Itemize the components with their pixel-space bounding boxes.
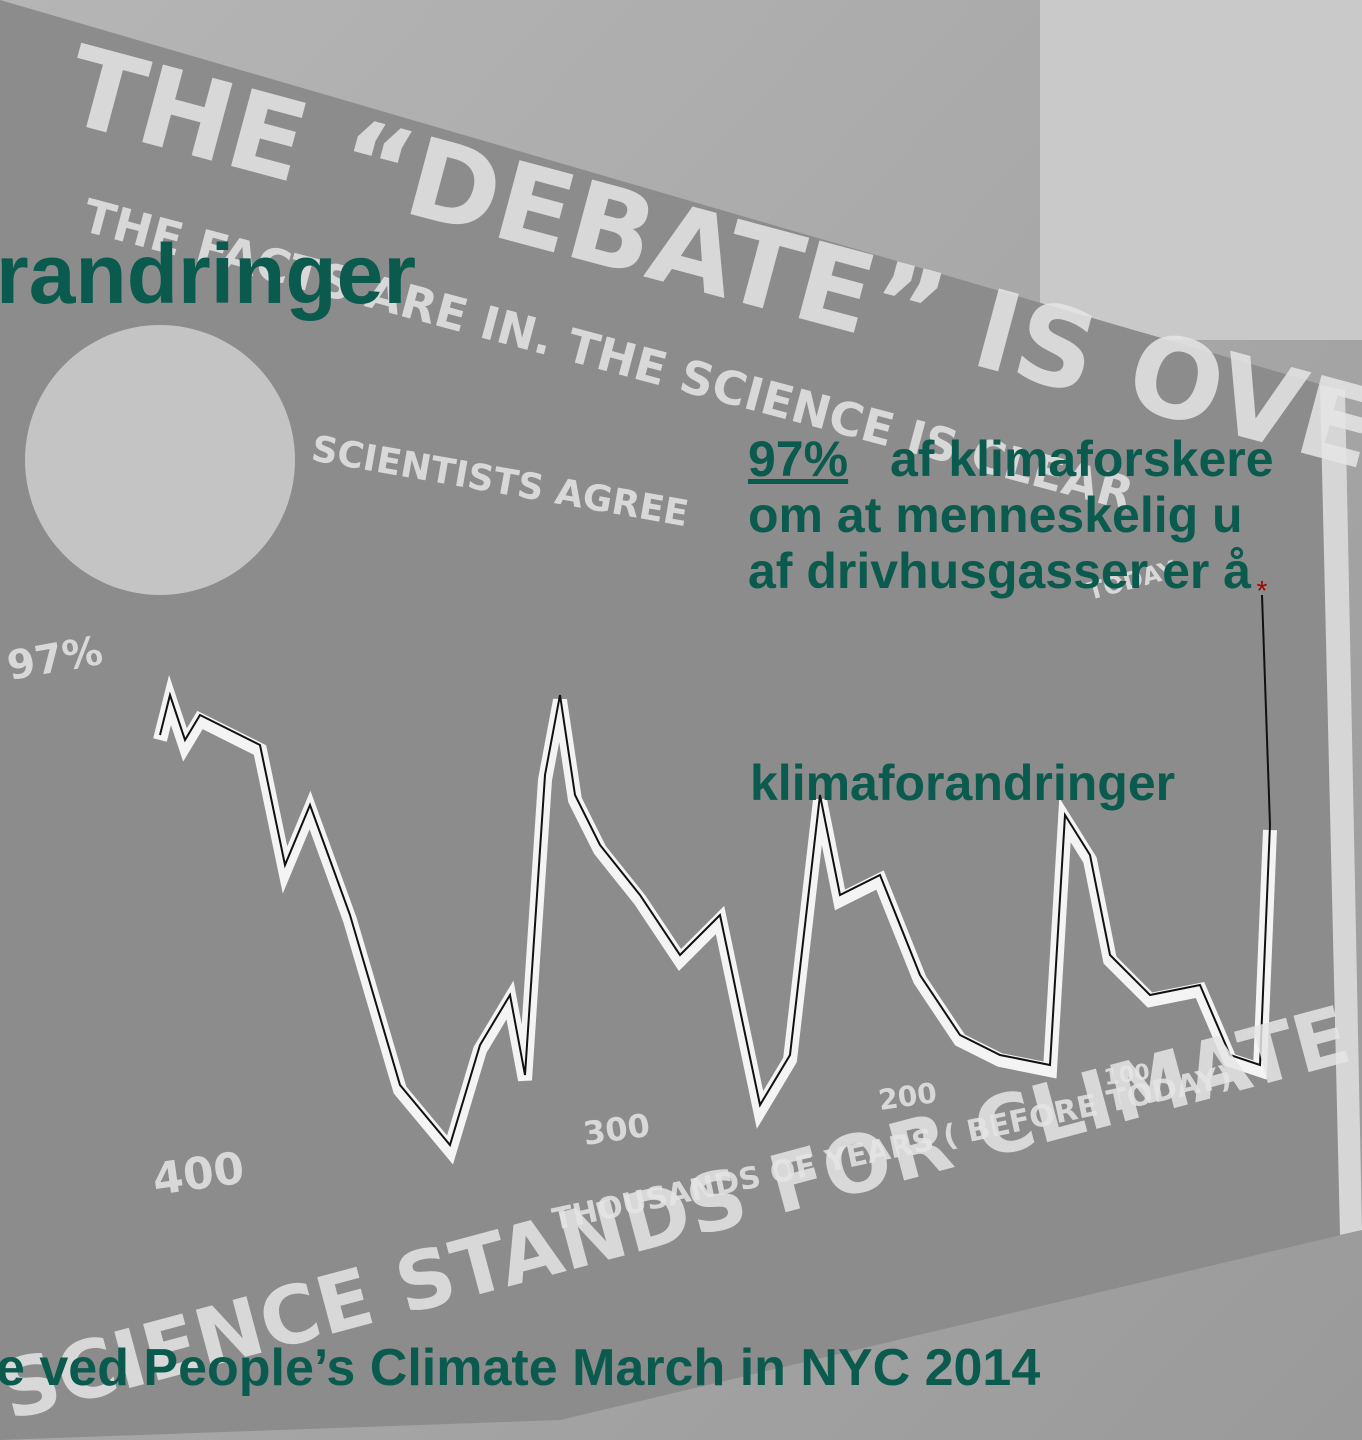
- keyword: klimaforandringer: [750, 755, 1175, 811]
- statement-line: af klimaforskere: [890, 431, 1274, 487]
- statement-highlight: 97%: [748, 431, 848, 487]
- slide-title: randringer: [0, 227, 416, 321]
- statement-line: om at menneskelig u: [748, 487, 1243, 543]
- page: * THE “DEBATE” IS OVER! THE FACTS ARE IN…: [0, 0, 1362, 1440]
- asterisk: *: [1257, 575, 1268, 606]
- statement-line: af drivhusgasser er å: [748, 543, 1251, 599]
- caption: e ved People’s Climate March in NYC 2014: [0, 1339, 1040, 1397]
- slide: * THE “DEBATE” IS OVER! THE FACTS ARE IN…: [0, 0, 1362, 1440]
- pie-drawing: [25, 325, 295, 595]
